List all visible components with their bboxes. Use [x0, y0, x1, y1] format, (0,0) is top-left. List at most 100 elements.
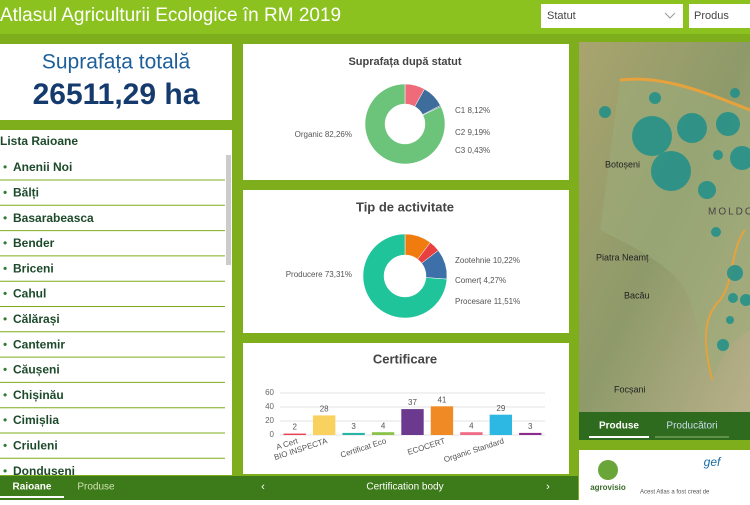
next[interactable]: ›: [546, 481, 550, 493]
note: Acest Atlas a fost creat de: [640, 490, 710, 496]
scrollbar[interactable]: [226, 155, 231, 265]
app-title: Atlasul Agriculturii Ecologice în RM 201…: [0, 5, 341, 26]
y-tick-label: 20: [265, 416, 274, 425]
data-label: 37: [408, 398, 417, 407]
logo: agrovisio: [590, 483, 626, 492]
tab[interactable]: Producători: [666, 421, 717, 432]
slice-label: C1 8,12%: [455, 106, 490, 115]
filter-label[interactable]: Produs: [694, 10, 729, 22]
chart-title: Tip de activitate: [356, 199, 454, 214]
list-bullet: •: [3, 337, 7, 351]
tab[interactable]: Produse: [599, 421, 639, 432]
border: [704, 229, 746, 381]
list-bullet: •: [3, 312, 7, 326]
slice-label: C2 9,19%: [455, 128, 490, 137]
bar: [371, 432, 395, 435]
y-tick-label: 0: [270, 430, 275, 439]
bar: [460, 432, 483, 435]
category: Procesare: [455, 297, 492, 306]
list-bullet: •: [3, 160, 7, 174]
slice-label: Producere 73,31%: [286, 270, 352, 279]
category: Organic: [295, 130, 323, 139]
total-value: 26511,29 ha: [33, 78, 200, 111]
list-bullet: •: [3, 413, 7, 427]
tab[interactable]: Raioane: [13, 482, 52, 493]
map-region: [600, 79, 750, 380]
list-item: Cahul: [13, 287, 46, 301]
prev[interactable]: ‹: [261, 481, 265, 493]
slice-label: Zootehnie 10,22%: [455, 256, 520, 265]
bar: [312, 415, 336, 435]
value-label: 11,51%: [494, 297, 521, 306]
bar: [283, 433, 306, 435]
list-item: Basarabeasca: [13, 211, 94, 225]
value-label: 8,12%: [467, 106, 490, 115]
list-item: Bălți: [13, 185, 39, 199]
slice-label: C3 0,43%: [455, 146, 490, 155]
data-label: 4: [381, 421, 386, 430]
pie-slice: [364, 83, 446, 165]
data-label: 41: [437, 395, 446, 404]
place: Piatra Neamț: [596, 252, 649, 262]
filter[interactable]: [689, 4, 750, 28]
list-title: Lista Raioane: [0, 134, 78, 148]
list-item: Bender: [13, 236, 55, 250]
slice-label: Comerț 4,27%: [455, 276, 506, 285]
category: Comerț: [455, 276, 482, 285]
tab[interactable]: Produse: [77, 482, 115, 493]
filter[interactable]: [541, 4, 683, 28]
y-tick-label: 60: [265, 388, 274, 397]
category: Zootehnie: [455, 256, 491, 265]
logo-icon: [598, 460, 618, 480]
map-tabs: [579, 412, 750, 440]
list: • Anenii Noi • Bălți • Basarabeasca • Bender • Br…: [0, 160, 225, 485]
chart-title: Suprafața după statut: [348, 56, 461, 68]
x-axis-title: Certification body: [366, 482, 443, 493]
list-bullet: •: [3, 287, 7, 301]
category: C3: [455, 146, 466, 155]
filter-label[interactable]: Statut: [547, 10, 576, 22]
list-bullet: •: [3, 464, 7, 478]
list-bullet: •: [3, 438, 7, 452]
list-item: Căușeni: [13, 363, 60, 377]
bar: [519, 432, 542, 435]
border: [619, 77, 750, 112]
total-label: Suprafața totală: [42, 51, 191, 74]
y-tick-label: 40: [265, 402, 274, 411]
total-panel: [0, 44, 232, 120]
bar: [430, 406, 454, 435]
pie-slice: [362, 233, 448, 319]
list-bullet: •: [3, 211, 7, 225]
category: C1: [455, 106, 466, 115]
list-item: Cimișlia: [13, 413, 59, 427]
list-bullet: •: [3, 388, 7, 402]
list-item: Briceni: [13, 261, 54, 275]
category: C2: [455, 128, 466, 137]
value-label: 0,43%: [467, 146, 490, 155]
list-item: Anenii Noi: [13, 160, 72, 174]
value-label: 4,27%: [483, 276, 506, 285]
footer: [0, 476, 578, 500]
chevron: [664, 12, 676, 19]
slice-label: Organic 82,26%: [295, 130, 352, 139]
list-item: Cantemir: [13, 337, 65, 351]
data-label: 4: [469, 421, 474, 430]
place: Bacău: [624, 290, 650, 300]
value-label: 9,19%: [467, 128, 490, 137]
data-label: 3: [351, 422, 356, 431]
list-bullet: •: [3, 363, 7, 377]
bar: [342, 432, 365, 435]
category: Producere: [286, 270, 323, 279]
list-panel: [0, 130, 232, 475]
list-item: Chișinău: [13, 388, 64, 402]
chart-panel: [243, 343, 569, 474]
value-label: 73,31%: [325, 270, 352, 279]
chart-title: Certificare: [373, 351, 437, 366]
value-label: 82,26%: [325, 130, 352, 139]
list-item: Donduseni: [13, 464, 75, 478]
map-bubbles: [599, 88, 750, 351]
place: Botoșeni: [605, 159, 640, 169]
data-label: 2: [292, 423, 297, 432]
list-item: Călărași: [13, 312, 60, 326]
